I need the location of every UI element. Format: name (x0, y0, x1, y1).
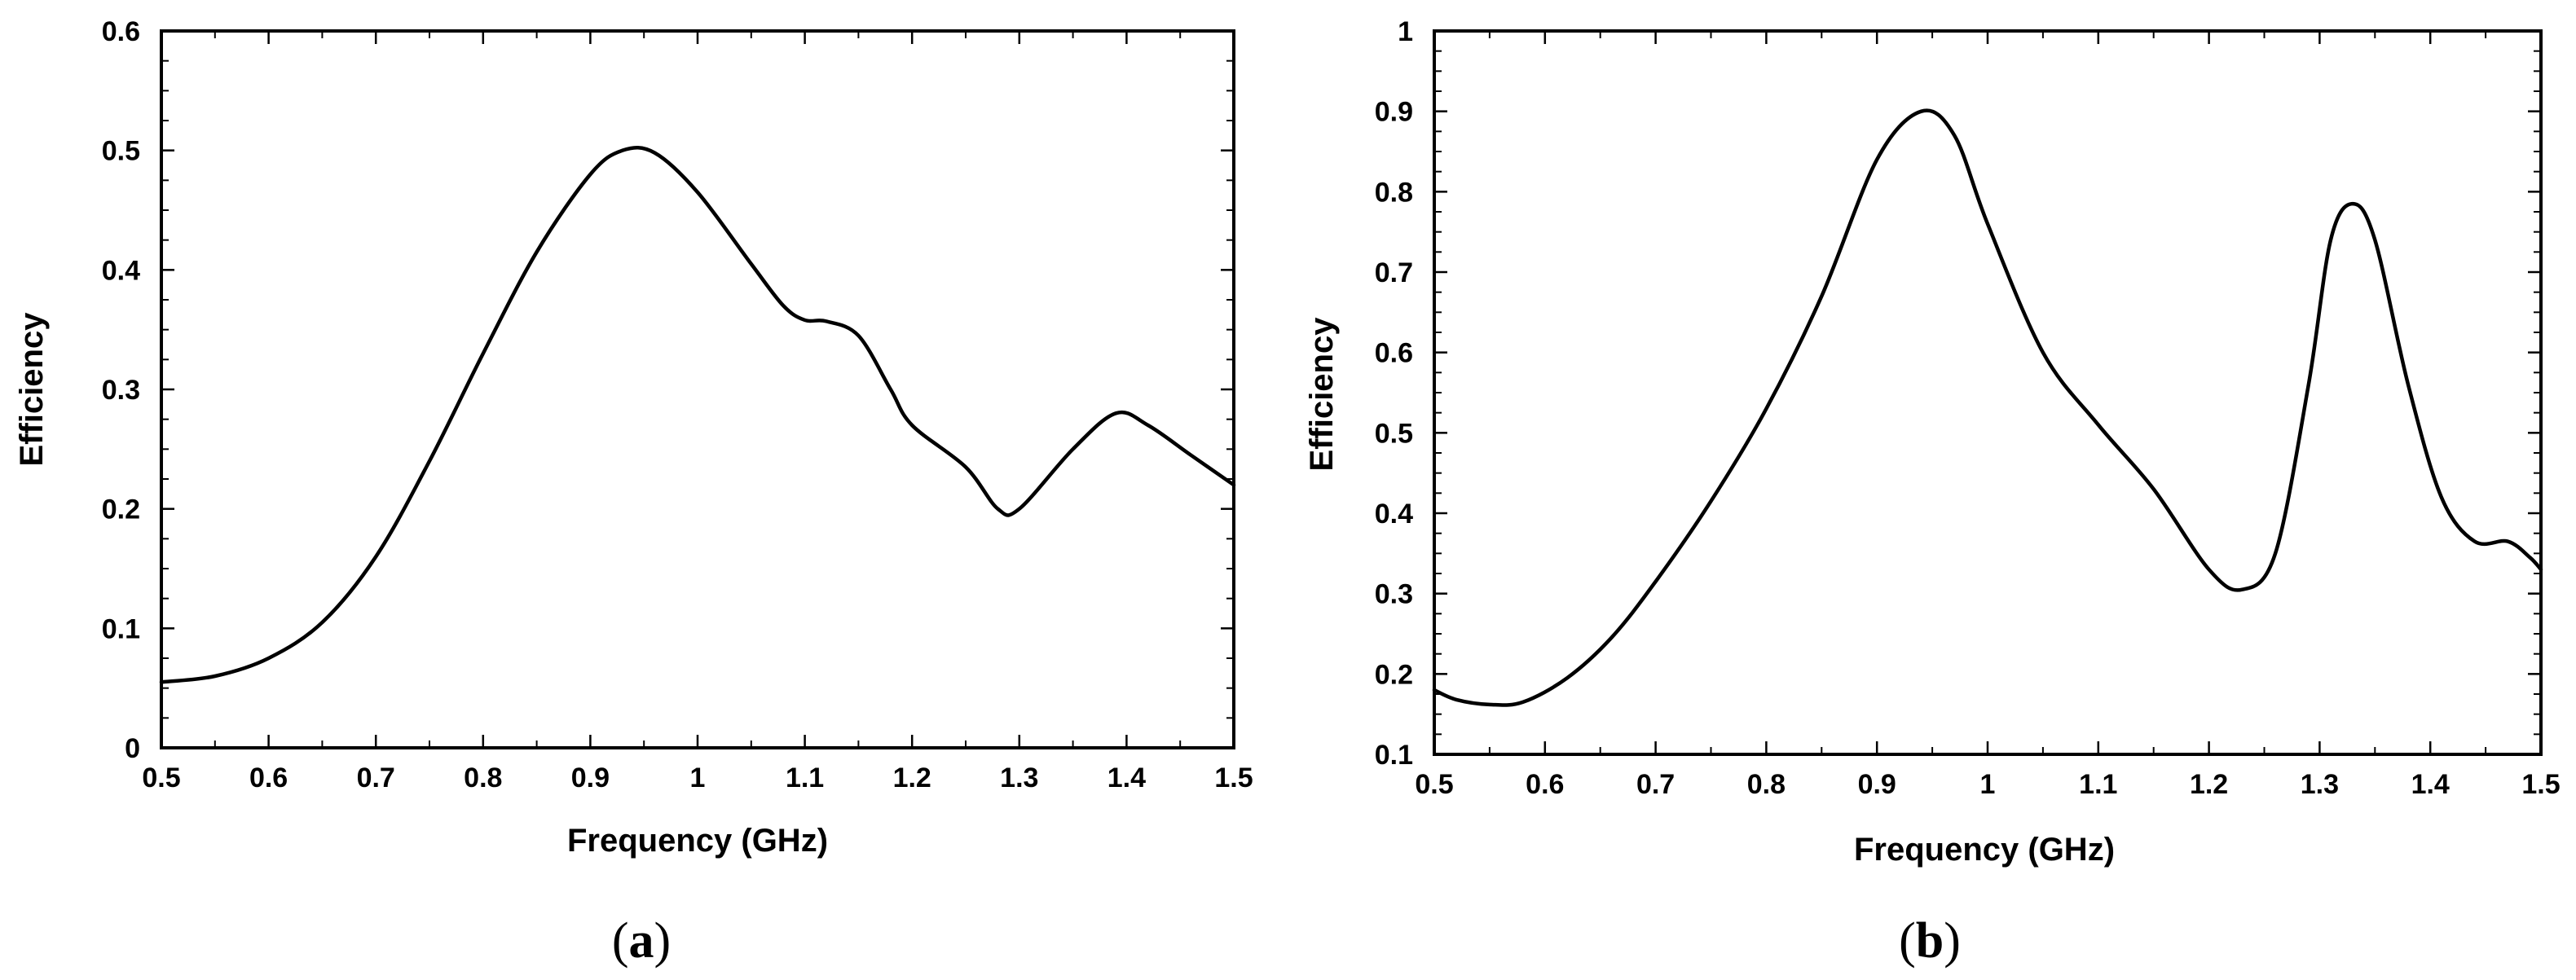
y-tick-label: 0.3 (102, 375, 140, 406)
y-tick-label: 0.2 (1375, 659, 1413, 690)
y-tick-label: 0.7 (1375, 257, 1413, 288)
x-tick-label: 1 (1980, 769, 1996, 800)
y-tick-label: 0.3 (1375, 579, 1413, 610)
y-tick-label: 0 (125, 733, 140, 764)
x-tick-label: 1.5 (1214, 762, 1253, 793)
y-axis-title: Efficiency (1304, 317, 1340, 472)
series-layer (159, 146, 1236, 684)
panel-caption: (a) (612, 913, 671, 969)
x-tick-label: 0.6 (249, 762, 288, 793)
x-tick-label: 1.2 (893, 762, 931, 793)
series-layer (1432, 108, 2543, 707)
y-tick-label: 0.4 (1375, 499, 1413, 530)
x-tick-label: 1.4 (2411, 769, 2450, 800)
y-tick-label: 0.5 (1375, 418, 1413, 449)
efficiency-curve (159, 146, 1236, 684)
x-tick-label: 1.3 (2301, 769, 2339, 800)
x-tick-label: 0.8 (1747, 769, 1786, 800)
chart-panel-b: 0.5 0.6 0.7 0.8 0.9 1 1.1 1.2 1.3 1.4 1.5 0.10.20.… (1304, 16, 2561, 969)
x-tick-label: 0.5 (1415, 769, 1453, 800)
tick-marks (1433, 29, 2543, 756)
x-tick-label: 0.9 (571, 762, 610, 793)
x-tick-label: 1 (690, 762, 706, 793)
panel-caption: (b) (1899, 913, 1961, 969)
y-tick-label: 0.1 (102, 613, 140, 644)
chart-panel-a: 0.5 0.6 0.7 0.8 0.9 1 1.1 1.2 1.3 1.4 1.5 00.10.20… (14, 16, 1253, 969)
plot-frame (160, 29, 1235, 749)
y-tick-label: 0.1 (1375, 740, 1413, 771)
x-tick-label: 0.5 (142, 762, 180, 793)
tick-marks (160, 29, 1235, 749)
x-tick-label: 1.4 (1107, 762, 1146, 793)
x-tick-label: 1.1 (786, 762, 824, 793)
x-axis-title: Frequency (GHz) (567, 823, 828, 859)
x-tick-label: 0.8 (464, 762, 502, 793)
plot-frame (1433, 29, 2543, 756)
y-tick-label: 0.6 (102, 16, 140, 47)
x-tick-label: 0.9 (1858, 769, 1896, 800)
x-tick-label: 1.5 (2521, 769, 2560, 800)
y-tick-label: 1 (1398, 16, 1413, 47)
y-tick-labels: 0.1 0.2 0.3 0.4 0.5 0.6 0.7 0.8 0.9 1 (1375, 16, 1413, 771)
x-tick-label: 0.7 (1636, 769, 1675, 800)
x-tick-labels: 0.5 0.6 0.7 0.8 0.9 1 1.1 1.2 1.3 1.4 1.5 (142, 762, 1253, 793)
y-tick-label: 0.2 (102, 494, 140, 525)
x-tick-label: 0.6 (1526, 769, 1564, 800)
y-axis-title: Efficiency (14, 312, 50, 467)
y-tick-label: 0.5 (102, 136, 140, 167)
x-axis-title: Frequency (GHz) (1854, 832, 2115, 868)
y-tick-labels: 0 0.1 0.2 0.3 0.4 0.5 0.6 (102, 16, 140, 764)
x-tick-label: 1.3 (1000, 762, 1038, 793)
x-tick-label: 1.2 (2190, 769, 2228, 800)
efficiency-curve (1432, 108, 2543, 707)
y-tick-label: 0.8 (1375, 177, 1413, 208)
x-tick-label: 0.7 (357, 762, 395, 793)
y-tick-label: 0.6 (1375, 338, 1413, 369)
x-tick-label: 1.1 (2079, 769, 2117, 800)
y-tick-label: 0.9 (1375, 97, 1413, 128)
y-tick-label: 0.4 (102, 255, 140, 286)
x-tick-labels: 0.5 0.6 0.7 0.8 0.9 1 1.1 1.2 1.3 1.4 1.5 (1415, 769, 2560, 800)
